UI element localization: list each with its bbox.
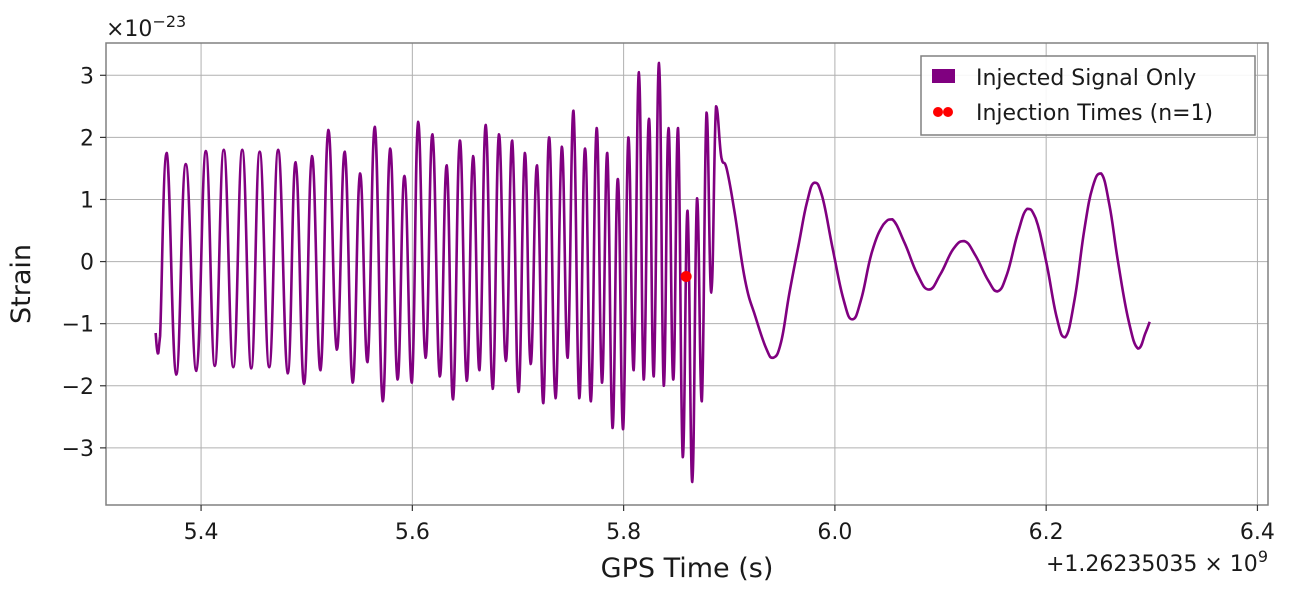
x-tick-label: 6.0 bbox=[817, 520, 852, 545]
plot-frame bbox=[105, 42, 1269, 506]
legend-label-signal: Injected Signal Only bbox=[976, 66, 1196, 91]
series-layer bbox=[154, 61, 1151, 484]
y-axis-label: Strain bbox=[6, 244, 37, 324]
y-scale-factor: ×10−23 bbox=[106, 12, 186, 42]
x-tick-label: 6.4 bbox=[1240, 520, 1275, 545]
y-tick-label: 3 bbox=[80, 64, 94, 89]
x-offset-label: +1.26235035 × 109 bbox=[1046, 547, 1268, 577]
y-tick-label: 1 bbox=[80, 188, 94, 213]
y-tick-label: −3 bbox=[62, 437, 94, 462]
x-tick-label: 5.4 bbox=[184, 520, 219, 545]
legend-label-injection: Injection Times (n=1) bbox=[976, 101, 1213, 126]
legend-swatch-signal bbox=[932, 69, 955, 83]
signal-line bbox=[154, 61, 1151, 484]
y-tick-label: −2 bbox=[62, 375, 94, 400]
legend-box bbox=[920, 55, 1256, 136]
legend-marker-injection bbox=[933, 107, 943, 117]
y-tick-label: −1 bbox=[62, 313, 94, 338]
x-tick-label: 5.6 bbox=[395, 520, 430, 545]
tick-layer: 5.4 5.6 5.8 6.0 6.2 6.4 −3 −2 −1 0 1 2 3 bbox=[62, 64, 1275, 545]
y-tick-label: 0 bbox=[80, 251, 94, 276]
x-tick-label: 5.8 bbox=[606, 520, 641, 545]
injection-point bbox=[680, 270, 692, 282]
x-axis-label: GPS Time (s) bbox=[601, 553, 774, 584]
x-tick-label: 6.2 bbox=[1029, 520, 1064, 545]
legend-marker-injection bbox=[943, 107, 953, 117]
legend: Injected Signal Only Injection Times (n=… bbox=[920, 55, 1256, 136]
y-tick-label: 2 bbox=[80, 126, 94, 151]
